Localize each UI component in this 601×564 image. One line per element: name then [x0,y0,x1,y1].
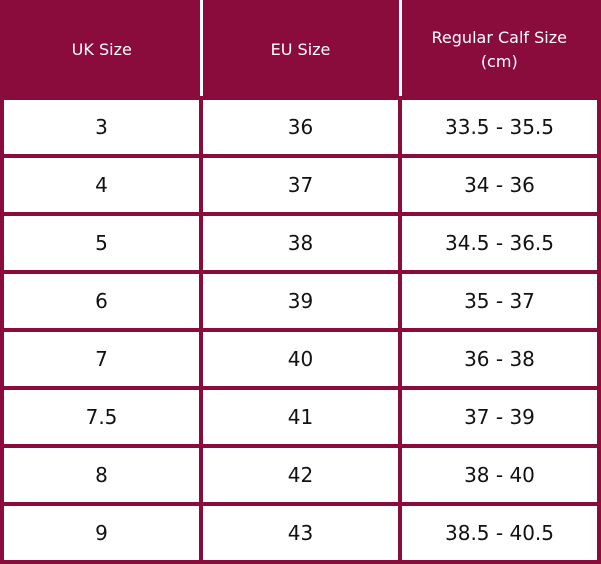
header-cell: Regular Calf Size (cm) [398,0,601,100]
header-cell: EU Size [199,0,402,100]
table-row: 4 37 34 - 36 [0,154,601,216]
table-row: 7 40 36 - 38 [0,328,601,390]
table-row: 7.5 41 37 - 39 [0,386,601,448]
table-cell: 34 - 36 [398,154,601,216]
table-cell: 42 [199,444,402,506]
table-row: 5 38 34.5 - 36.5 [0,212,601,274]
table-cell: 7 [0,328,203,390]
header-cell: UK Size [0,0,203,100]
table-cell: 35 - 37 [398,270,601,332]
table-row: 9 43 38.5 - 40.5 [0,502,601,564]
table-cell: 34.5 - 36.5 [398,212,601,274]
table-cell: 4 [0,154,203,216]
table-cell: 7.5 [0,386,203,448]
header-text: UK Size [71,39,132,59]
table-cell: 36 [199,96,402,158]
table-cell: 9 [0,502,203,564]
table-body: 3 36 33.5 - 35.5 4 37 34 - 36 5 38 34.5 - 36.5 6 3… [0,96,601,564]
table-cell: 37 - 39 [398,386,601,448]
table-cell: 37 [199,154,402,216]
table-cell: 33.5 - 35.5 [398,96,601,158]
table-cell: 36 - 38 [398,328,601,390]
table-cell: 40 [199,328,402,390]
table-row: 6 39 35 - 37 [0,270,601,332]
table-cell: 6 [0,270,203,332]
table-cell: 3 [0,96,203,158]
header-text: Regular Calf Size (cm) [431,27,567,71]
table-cell: 41 [199,386,402,448]
table-cell: 38.5 - 40.5 [398,502,601,564]
table-cell: 38 - 40 [398,444,601,506]
header-text: EU Size [270,39,331,59]
table-cell: 8 [0,444,203,506]
table-row: 3 36 33.5 - 35.5 [0,96,601,158]
header-row: UK Size EU Size Regular Calf Size (cm) [0,0,601,100]
table-cell: 5 [0,212,203,274]
table-header: UK Size EU Size Regular Calf Size (cm) [0,0,601,100]
table-cell: 43 [199,502,402,564]
table-cell: 38 [199,212,402,274]
table-cell: 39 [199,270,402,332]
table-row: 8 42 38 - 40 [0,444,601,506]
